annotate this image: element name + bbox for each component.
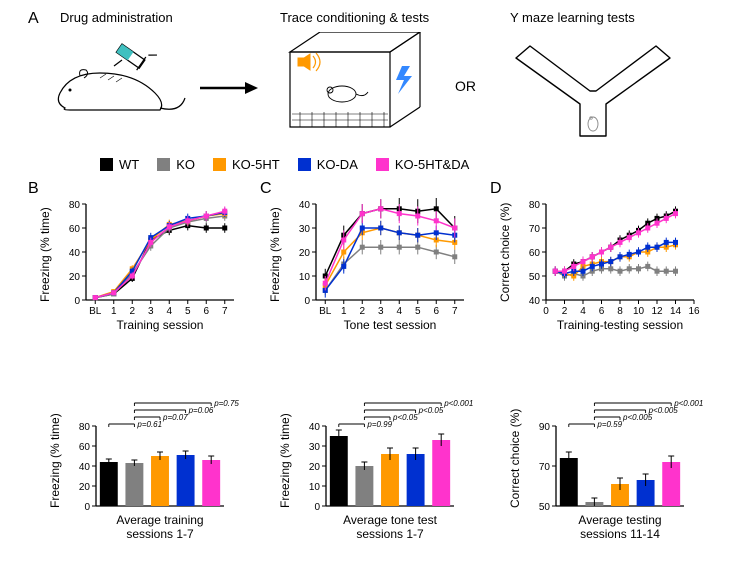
- svg-text:70: 70: [539, 462, 551, 473]
- legend-item: KO-5HT&DA: [376, 157, 469, 172]
- svg-text:p=0.75: p=0.75: [213, 399, 239, 408]
- svg-text:30: 30: [299, 224, 311, 235]
- syringe-icon: [114, 44, 157, 70]
- svg-text:p=0.06: p=0.06: [188, 406, 214, 415]
- shock-icon: [396, 66, 412, 94]
- svg-text:p<0.001: p<0.001: [673, 399, 703, 408]
- svg-text:p=0.07: p=0.07: [162, 413, 188, 422]
- legend-label: WT: [119, 157, 139, 172]
- svg-text:1: 1: [341, 306, 347, 317]
- svg-text:0: 0: [74, 296, 80, 307]
- svg-text:50: 50: [539, 502, 551, 513]
- svg-text:80: 80: [529, 200, 541, 211]
- svg-text:6: 6: [599, 306, 605, 317]
- legend-item: WT: [100, 157, 139, 172]
- svg-text:0: 0: [314, 502, 320, 513]
- svg-text:p=0.99: p=0.99: [366, 420, 392, 429]
- svg-text:4: 4: [166, 306, 172, 317]
- panel-a-label: A: [28, 10, 39, 28]
- legend-swatch: [100, 158, 113, 171]
- svg-text:80: 80: [79, 422, 91, 433]
- panel-d-label: D: [490, 180, 502, 198]
- panel-b-label: B: [28, 180, 39, 198]
- legend-item: KO-5HT: [213, 157, 280, 172]
- svg-text:BL: BL: [89, 306, 102, 317]
- legend-swatch: [298, 158, 311, 171]
- svg-text:p=0.59: p=0.59: [596, 420, 622, 429]
- svg-text:5: 5: [185, 306, 191, 317]
- svg-text:60: 60: [79, 442, 91, 453]
- figure: A Drug administration Trace conditioning…: [0, 0, 730, 572]
- svg-text:20: 20: [79, 482, 91, 493]
- legend-label: KO: [176, 157, 195, 172]
- svg-text:4: 4: [396, 306, 402, 317]
- line-chart: 0 10 20 30 40 BL 1 2 3 4 5 6 7: [270, 198, 485, 358]
- svg-text:30: 30: [309, 442, 321, 453]
- line-chart: 0 20 40 60 80 BL 1 2 3 4 5 6 7: [40, 198, 255, 358]
- legend-label: KO-DA: [317, 157, 358, 172]
- svg-text:40: 40: [69, 248, 81, 259]
- svg-text:6: 6: [203, 306, 209, 317]
- svg-text:3: 3: [378, 306, 384, 317]
- svg-text:20: 20: [69, 272, 81, 283]
- svg-text:0: 0: [84, 502, 90, 513]
- svg-text:7: 7: [452, 306, 458, 317]
- svg-text:80: 80: [69, 200, 81, 211]
- svg-text:10: 10: [309, 482, 321, 493]
- svg-text:50: 50: [529, 272, 541, 283]
- or-text: OR: [455, 78, 476, 94]
- svg-text:10: 10: [633, 306, 645, 317]
- bar-chart: 0 20 40 60 80 p=0.61p=0.07p=0.06p=0.75: [50, 392, 245, 562]
- svg-text:4: 4: [580, 306, 586, 317]
- mouse-syringe-icon: [50, 38, 190, 128]
- svg-text:90: 90: [539, 422, 551, 433]
- svg-text:2: 2: [359, 306, 365, 317]
- svg-text:3: 3: [148, 306, 154, 317]
- svg-text:p<0.05: p<0.05: [418, 406, 444, 415]
- speaker-icon: [298, 53, 320, 71]
- svg-text:p<0.001: p<0.001: [443, 399, 473, 408]
- svg-text:14: 14: [670, 306, 682, 317]
- svg-text:p=0.61: p=0.61: [136, 420, 162, 429]
- legend-label: KO-5HT&DA: [395, 157, 469, 172]
- svg-text:60: 60: [69, 224, 81, 235]
- svg-text:7: 7: [222, 306, 228, 317]
- svg-text:16: 16: [688, 306, 700, 317]
- line-chart: 40 50 60 70 80 0 2 4 6 8 10 12 14 16: [500, 198, 715, 358]
- panel-a-diagram: OR: [50, 18, 690, 138]
- svg-text:0: 0: [543, 306, 549, 317]
- svg-text:40: 40: [299, 200, 311, 211]
- legend-swatch: [157, 158, 170, 171]
- svg-text:20: 20: [309, 462, 321, 473]
- svg-text:5: 5: [415, 306, 421, 317]
- bar-chart: 010203040p=0.99p<0.05p<0.05p<0.001: [280, 392, 475, 562]
- svg-text:20: 20: [299, 248, 311, 259]
- conditioning-box-icon: [280, 32, 440, 142]
- panel-c-label: C: [260, 180, 272, 198]
- svg-text:2: 2: [129, 306, 135, 317]
- svg-text:1: 1: [111, 306, 117, 317]
- ymaze-icon: [510, 36, 680, 141]
- svg-text:BL: BL: [319, 306, 332, 317]
- arrow-icon: [200, 78, 260, 98]
- svg-text:40: 40: [79, 462, 91, 473]
- svg-text:6: 6: [433, 306, 439, 317]
- legend: WT KO KO-5HT KO-DA KO-5HT&DA: [100, 154, 650, 174]
- legend-item: KO: [157, 157, 195, 172]
- legend-label: KO-5HT: [232, 157, 280, 172]
- svg-text:40: 40: [529, 296, 541, 307]
- svg-text:p<0.05: p<0.05: [392, 413, 418, 422]
- svg-text:0: 0: [304, 296, 310, 307]
- svg-text:40: 40: [309, 422, 321, 433]
- legend-item: KO-DA: [298, 157, 358, 172]
- legend-swatch: [213, 158, 226, 171]
- legend-swatch: [376, 158, 389, 171]
- svg-text:8: 8: [617, 306, 623, 317]
- svg-text:2: 2: [562, 306, 568, 317]
- svg-text:10: 10: [299, 272, 311, 283]
- svg-text:12: 12: [651, 306, 663, 317]
- svg-text:70: 70: [529, 224, 541, 235]
- svg-text:60: 60: [529, 248, 541, 259]
- bar-chart: 507090p=0.59p<0.005p<0.005p<0.001: [510, 392, 705, 562]
